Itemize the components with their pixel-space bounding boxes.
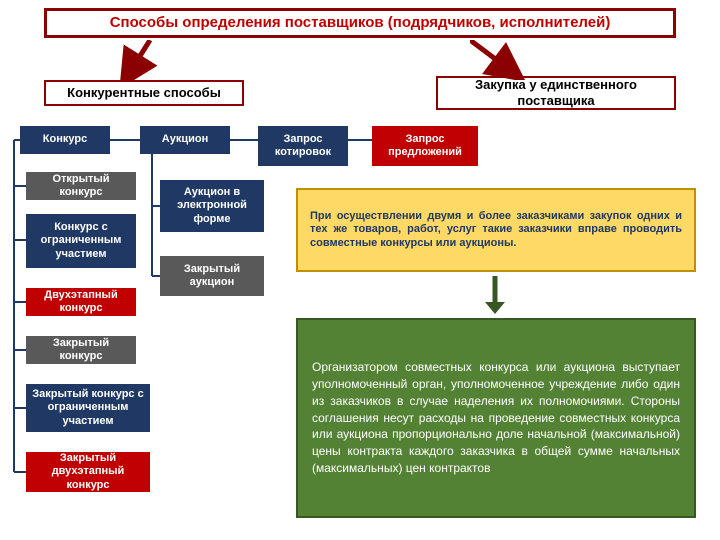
sub-otkr-konk: Открытый конкурс	[26, 172, 136, 200]
method-auktsion: Аукцион	[140, 126, 230, 154]
info-green-box: Организатором совместных конкурса или ау…	[296, 318, 696, 518]
arrow-right	[470, 40, 530, 80]
method-konkurs: Конкурс	[20, 126, 110, 154]
arrow-left	[120, 40, 160, 80]
sub-aukt-el: Аукцион в электронной форме	[160, 180, 264, 232]
arrow-down-green	[480, 276, 510, 316]
info-yellow-box: При осуществлении двумя и более заказчик…	[296, 188, 696, 272]
method-zapros-pred: Запрос предложений	[372, 126, 478, 166]
sub-konk-ogr: Конкурс с ограниченным участием	[26, 214, 136, 268]
category-competitive: Конкурентные способы	[44, 80, 244, 106]
method-zapros-kot: Запрос котировок	[258, 126, 348, 166]
sub-zakr-konk: Закрытый конкурс	[26, 336, 136, 364]
sub-zakr-konk-ogr: Закрытый конкурс с ограниченным участием	[26, 384, 150, 432]
sub-dvuh-konk: Двухэтапный конкурс	[26, 288, 136, 316]
sub-zakr-aukt: Закрытый аукцион	[160, 256, 264, 296]
sub-zakr-dvuh: Закрытый двухэтапный конкурс	[26, 452, 150, 492]
header-title: Способы определения поставщиков (подрядч…	[44, 8, 676, 38]
category-sole: Закупка у единственного поставщика	[436, 76, 676, 110]
